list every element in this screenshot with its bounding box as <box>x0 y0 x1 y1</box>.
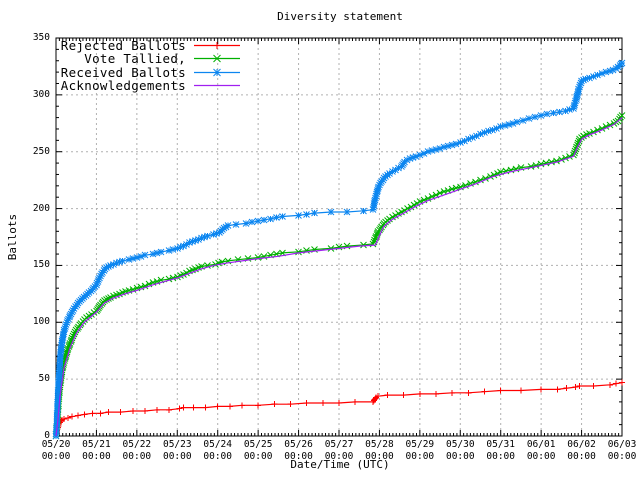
legend-sample-acknowledgements <box>194 84 240 87</box>
series-line-acknowledgements <box>55 117 623 437</box>
x-tick-time: 00:00 <box>445 451 475 462</box>
legend-row-received-ballots: Received Ballots <box>57 66 244 79</box>
x-tick-time: 00:00 <box>324 451 354 462</box>
x-tick-time: 00:00 <box>486 451 515 462</box>
x-tick-time: 00:00 <box>41 451 71 462</box>
series-line-rejected-ballots <box>55 382 623 437</box>
x-tick-date: 05/25 <box>243 439 273 450</box>
y-tick-label: 350 <box>32 32 50 43</box>
y-tick-label: 250 <box>32 145 50 157</box>
y-tick-label: 50 <box>38 373 50 385</box>
y-tick-label: 150 <box>32 259 50 271</box>
x-tick-time: 00:00 <box>243 451 273 462</box>
x-tick-time: 00:00 <box>122 451 152 462</box>
x-tick-date: 05/27 <box>324 439 354 450</box>
x-tick-date: 05/23 <box>162 439 192 450</box>
plot-border <box>55 37 623 437</box>
legend-label-received-ballots: Received Ballots <box>60 64 186 80</box>
x-tick-time: 00:00 <box>567 451 596 462</box>
x-tick-date: 05/30 <box>445 439 475 450</box>
x-tick-date: 05/22 <box>122 439 152 450</box>
y-tick-label: 200 <box>32 202 50 214</box>
x-tick-date: 05/20 <box>41 439 71 450</box>
legend-label-vote-tallied: Vote Tallied, <box>84 51 186 67</box>
x-tick-date: 05/21 <box>82 439 111 450</box>
chart-title: Diversity statement <box>277 10 403 23</box>
y-tick-label: 300 <box>32 88 50 100</box>
legend-sample-vote-tallied <box>194 55 240 63</box>
legend-row-acknowledgements: Acknowledgements <box>57 79 244 92</box>
x-tick-time: 00:00 <box>365 451 394 462</box>
legend-row-vote-tallied: Vote Tallied, <box>57 52 244 65</box>
y-tick-label: 100 <box>32 316 50 328</box>
x-tick-time: 00:00 <box>162 451 192 462</box>
x-tick-time: 00:00 <box>203 451 232 462</box>
legend: Rejected Ballots Vote Tallied, Received Ba… <box>57 39 244 92</box>
legend-label-rejected-ballots: Rejected Ballots <box>60 38 186 54</box>
x-tick-date: 05/28 <box>365 439 394 450</box>
legend-label-acknowledgements: Acknowledgements <box>60 78 186 94</box>
x-tick-date: 05/24 <box>203 439 232 450</box>
x-tick-date: 05/26 <box>284 439 313 450</box>
x-tick-date: 05/29 <box>405 439 435 450</box>
x-tick-time: 00:00 <box>405 451 435 462</box>
x-tick-time: 00:00 <box>82 451 111 462</box>
legend-row-rejected-ballots: Rejected Ballots <box>57 39 244 52</box>
x-axis-title: Date/Time (UTC) <box>290 458 390 471</box>
x-tick-date: 06/01 <box>526 439 556 450</box>
y-tick-label: 0 <box>44 430 50 441</box>
x-tick-time: 00:00 <box>607 451 637 462</box>
x-tick-time: 00:00 <box>526 451 556 462</box>
legend-sample-rejected-ballots <box>194 42 240 50</box>
legend-sample-received-ballots <box>194 68 240 77</box>
x-tick-date: 05/31 <box>486 439 515 450</box>
x-tick-date: 06/03 <box>607 439 637 450</box>
x-tick-date: 06/02 <box>567 439 596 450</box>
x-tick-time: 00:00 <box>284 451 313 462</box>
